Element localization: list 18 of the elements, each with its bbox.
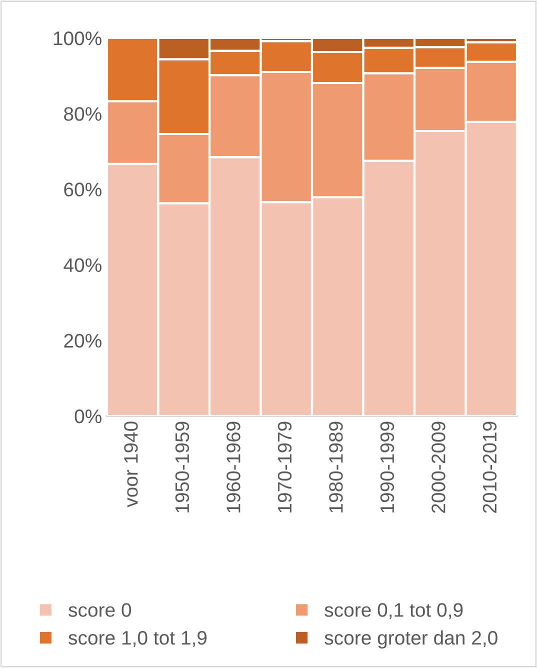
y-tick-label: 100% xyxy=(54,31,102,46)
x-tick-label: 1990-1999 xyxy=(380,422,394,512)
y-tick-label: 20% xyxy=(64,334,102,348)
x-tick-label: 1980-1989 xyxy=(329,422,343,512)
x-tick-label: 2000-2009 xyxy=(432,422,446,513)
x-tick-label: 2010-2019 xyxy=(482,422,497,513)
y-tick-label: 0% xyxy=(74,409,102,424)
legend-label: score 1,0 tot 1,9 xyxy=(68,630,207,648)
legend-label: score 0 xyxy=(68,603,132,617)
x-tick-label: voor 1940 xyxy=(124,422,138,508)
y-tick-label: 60% xyxy=(64,182,102,196)
x-tick-label: 1960-1969 xyxy=(226,422,240,512)
y-tick-label: 40% xyxy=(64,258,102,272)
x-tick-label: 1950-1959 xyxy=(175,422,190,512)
x-tick-label: 1970-1979 xyxy=(278,422,292,512)
legend-label: score groter dan 2,0 xyxy=(324,630,498,649)
y-tick-label: 80% xyxy=(64,107,102,121)
legend-label: score 0,1 tot 0,9 xyxy=(324,603,463,620)
